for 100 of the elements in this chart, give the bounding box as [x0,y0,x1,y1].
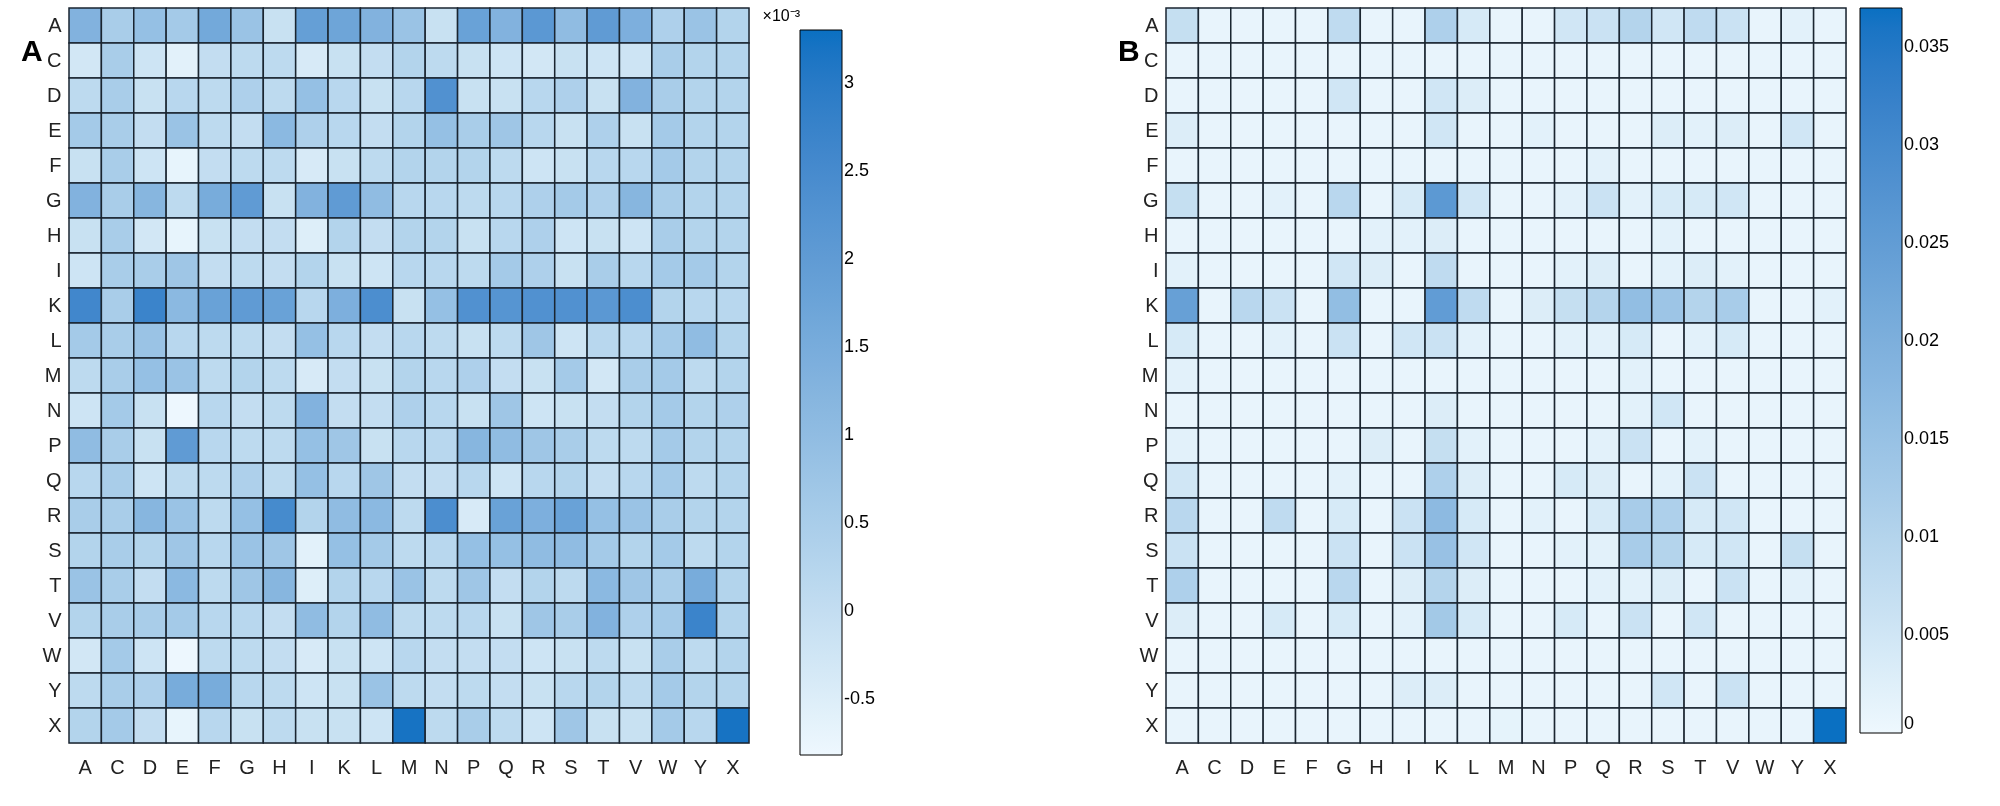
x-tick-label: E [1272,755,1287,778]
y-tick-label: Q [45,468,62,491]
color-bar-label: 1 [844,423,855,444]
x-tick-label: V [628,755,643,778]
x-tick-label: S [1661,755,1675,778]
text: B [1118,34,1140,68]
y-tick-label: W [1139,643,1159,666]
x-tick-label: C [110,755,125,778]
x-tick-label: P [467,755,481,778]
x-tick-label: A [78,755,93,778]
color-bar-label: 1.5 [844,335,870,356]
color-bar-label: 0 [1904,713,1915,733]
y-tick-label: P [48,433,62,456]
y-tick-label: E [1145,118,1159,141]
x-tick-label: R [1628,755,1643,778]
x-tick-label: N [434,755,449,778]
x-tick-label: K [337,755,352,778]
x-tick-label: T [1694,755,1707,778]
color-bar-label: -0.5 [844,687,876,708]
y-tick-label: H [1144,223,1159,246]
color-bar-label: 2 [844,247,855,268]
x-tick-label: Q [498,755,514,778]
color-bar-label: 2.5 [844,159,870,180]
x-tick-label: D [1239,755,1255,778]
y-tick-label: R [1144,503,1159,526]
x-tick-label: T [597,755,610,778]
color-bar-label: 0.02 [1904,330,1940,351]
y-tick-label: S [48,538,62,561]
y-tick-label: C [47,48,62,71]
x-tick-label: W [1755,755,1775,778]
y-tick-label: W [42,643,62,666]
y-tick-label: I [1152,258,1159,281]
color-bar-label: 0 [844,599,855,620]
y-tick-label: Y [48,678,62,701]
y-tick-label: A [1145,13,1160,36]
y-tick-label: T [49,573,62,596]
x-tick-label: D [142,755,158,778]
color-bar-title: ×10⁻³ [762,7,801,24]
x-tick-label: E [175,755,190,778]
x-tick-label: Y [693,755,708,778]
y-tick-label: L [1147,328,1159,351]
y-tick-label: N [1144,398,1159,421]
x-tick-label: S [564,755,578,778]
y-tick-label: V [48,608,63,631]
y-tick-label: D [1144,83,1159,106]
y-tick-label: F [1146,153,1159,176]
x-tick-label: N [1531,755,1546,778]
y-tick-label: Y [1145,678,1159,701]
y-tick-label: K [48,293,63,316]
y-tick-label: C [1144,48,1159,71]
x-tick-label: M [1497,755,1515,778]
y-tick-label: N [47,398,62,421]
color-bar-label: 3 [844,71,855,92]
x-tick-label: G [239,755,255,778]
x-tick-label: I [1406,755,1412,778]
y-tick-label: Q [1142,468,1159,491]
x-tick-label: G [1336,755,1352,778]
x-tick-label: C [1207,755,1222,778]
y-tick-label: I [55,258,62,281]
color-bar-label: 0.03 [1904,134,1940,155]
y-tick-label: D [47,83,62,106]
x-tick-label: H [272,755,287,778]
x-tick-label: F [208,755,221,778]
x-tick-label: F [1305,755,1318,778]
y-tick-label: K [1145,293,1160,316]
x-tick-label: L [1468,755,1480,778]
color-bar-label: 0.005 [1904,624,1950,645]
y-tick-label: V [1145,608,1160,631]
color-bar-label: 0.01 [1904,526,1940,547]
x-tick-label: Q [1595,755,1611,778]
y-tick-label: X [48,713,62,736]
y-tick-label: G [1142,188,1159,211]
y-tick-label: X [1145,713,1159,736]
x-tick-label: X [726,755,740,778]
x-tick-label: M [400,755,418,778]
x-tick-label: L [371,755,383,778]
color-bar-label: 0.025 [1904,232,1950,253]
y-tick-label: M [44,363,62,386]
y-tick-label: G [45,188,62,211]
y-tick-label: H [47,223,62,246]
y-tick-label: F [49,153,62,176]
y-tick-label: S [1145,538,1159,561]
color-bar-label: 0.5 [844,511,870,532]
color-bar-label: 0.015 [1904,428,1950,449]
x-tick-label: P [1564,755,1578,778]
y-tick-label: R [47,503,62,526]
y-tick-label: A [48,13,63,36]
x-tick-label: K [1434,755,1449,778]
y-tick-label: T [1146,573,1159,596]
x-tick-label: H [1369,755,1384,778]
x-tick-label: W [658,755,678,778]
x-tick-label: X [1823,755,1837,778]
x-tick-label: R [531,755,546,778]
x-tick-label: I [309,755,315,778]
y-tick-label: P [1145,433,1159,456]
x-tick-label: A [1175,755,1190,778]
x-tick-label: V [1725,755,1740,778]
x-tick-label: Y [1790,755,1805,778]
y-tick-label: L [50,328,62,351]
color-bar-label: 0.035 [1904,36,1950,57]
